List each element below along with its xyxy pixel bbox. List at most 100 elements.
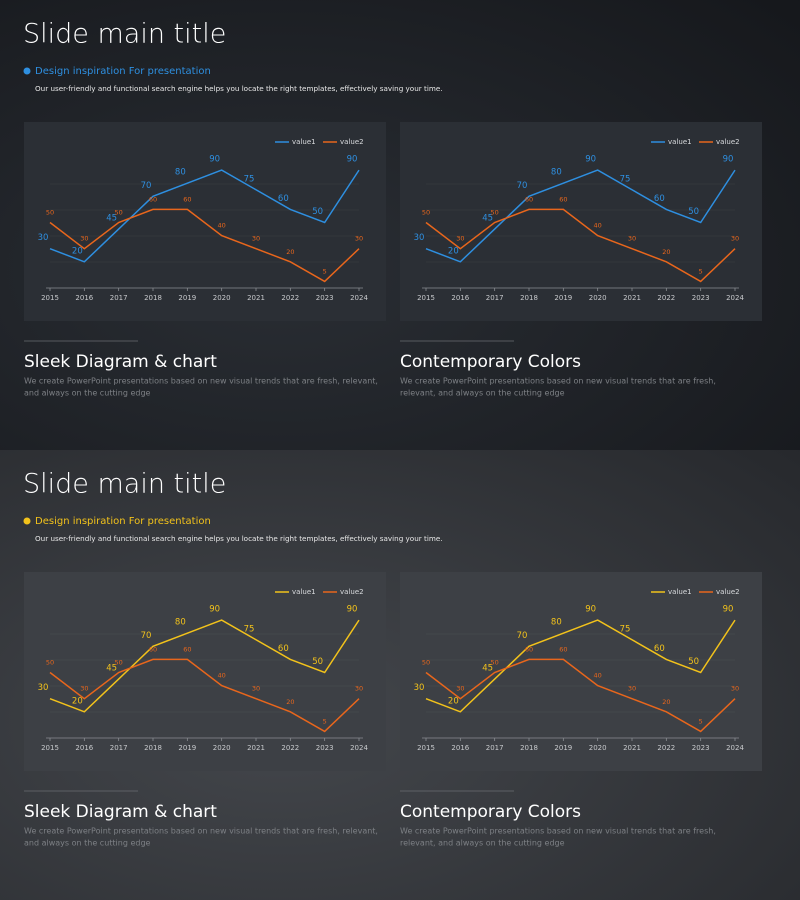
description: Our user-friendly and functional search … [35,84,443,93]
x-tick-label: 2023 [692,744,710,752]
x-tick-label: 2024 [350,294,368,302]
data-label: 80 [175,168,186,178]
data-label: 75 [244,624,255,634]
legend-label: value2 [340,138,364,146]
x-tick-label: 2016 [451,294,469,302]
data-label: 5 [323,717,327,725]
series-line [49,658,360,733]
series-line [49,208,360,283]
data-label: 30 [38,683,49,693]
data-label: 20 [662,248,670,256]
data-label: 30 [414,233,425,243]
data-label: 90 [585,605,596,615]
bullet [23,67,31,75]
x-tick-label: 2017 [486,744,504,752]
x-tick-label: 2022 [657,294,675,302]
panel-text: We create PowerPoint presentations based… [24,827,378,836]
slide-title: Slide main title [23,19,226,50]
x-tick-label: 2021 [623,744,641,752]
x-tick-label: 2015 [417,294,435,302]
x-tick-label: 2023 [316,294,334,302]
data-label: 45 [482,214,493,224]
data-label: 80 [175,618,186,628]
data-label: 60 [278,644,289,654]
data-label: 5 [323,267,327,275]
x-tick-label: 2022 [281,294,299,302]
data-label: 70 [141,181,152,191]
data-label: 30 [456,685,464,693]
panel-text: relevant, and always on the cutting edge [400,389,565,398]
x-tick-label: 2016 [451,744,469,752]
x-tick-label: 2021 [623,294,641,302]
panel-heading: Sleek Diagram & chart [24,352,217,372]
data-label: 20 [448,696,459,706]
data-label: 50 [46,209,54,217]
x-tick-label: 2024 [350,744,368,752]
x-tick-label: 2017 [486,294,504,302]
data-label: 50 [422,209,430,217]
data-label: 50 [312,207,323,217]
legend-label: value1 [668,138,692,146]
subtitle: Design inspiration For presentation [35,516,211,527]
data-label: 45 [482,664,493,674]
data-label: 60 [149,195,157,203]
panel-text: relevant, and always on the cutting edge [400,839,565,848]
data-label: 20 [286,248,294,256]
data-label: 60 [149,645,157,653]
data-label: 45 [106,214,117,224]
panel-heading: Contemporary Colors [400,352,581,372]
data-label: 30 [731,235,739,243]
legend-label: value1 [292,588,316,596]
x-tick-label: 2022 [657,744,675,752]
data-label: 20 [72,246,83,256]
data-label: 90 [723,605,734,615]
x-tick-label: 2019 [554,744,572,752]
chart-panel [24,572,386,771]
data-label: 50 [688,657,699,667]
x-tick-label: 2020 [213,294,231,302]
x-tick-label: 2017 [110,294,128,302]
panel-text: We create PowerPoint presentations based… [24,377,378,386]
x-tick-label: 2022 [281,744,299,752]
data-label: 30 [456,235,464,243]
data-label: 90 [209,155,220,165]
data-label: 70 [141,631,152,641]
panel-text: We create PowerPoint presentations based… [400,377,716,386]
series-line [425,169,736,263]
x-tick-label: 2015 [417,744,435,752]
x-tick-label: 2017 [110,744,128,752]
x-tick-label: 2019 [554,294,572,302]
x-tick-label: 2019 [178,294,196,302]
data-label: 60 [559,645,567,653]
data-label: 75 [620,624,631,634]
data-label: 30 [252,685,260,693]
data-label: 70 [517,631,528,641]
data-label: 30 [38,233,49,243]
series-line [425,658,736,733]
series-line [49,169,360,263]
data-label: 90 [347,605,358,615]
data-label: 30 [414,683,425,693]
x-tick-label: 2020 [589,294,607,302]
legend-label: value1 [292,138,316,146]
data-label: 80 [551,618,562,628]
legend-label: value2 [716,588,740,596]
data-label: 50 [115,209,123,217]
data-label: 90 [347,155,358,165]
chart-panel [400,572,762,771]
data-label: 60 [525,195,533,203]
bullet [23,517,31,525]
data-label: 70 [517,181,528,191]
panel-text: and always on the cutting edge [24,839,151,848]
data-label: 75 [620,174,631,184]
data-label: 20 [662,698,670,706]
x-tick-label: 2020 [213,744,231,752]
x-tick-label: 2016 [75,294,93,302]
data-label: 5 [699,717,703,725]
x-tick-label: 2020 [589,744,607,752]
data-label: 60 [278,194,289,204]
legend-label: value1 [668,588,692,596]
data-label: 90 [723,155,734,165]
